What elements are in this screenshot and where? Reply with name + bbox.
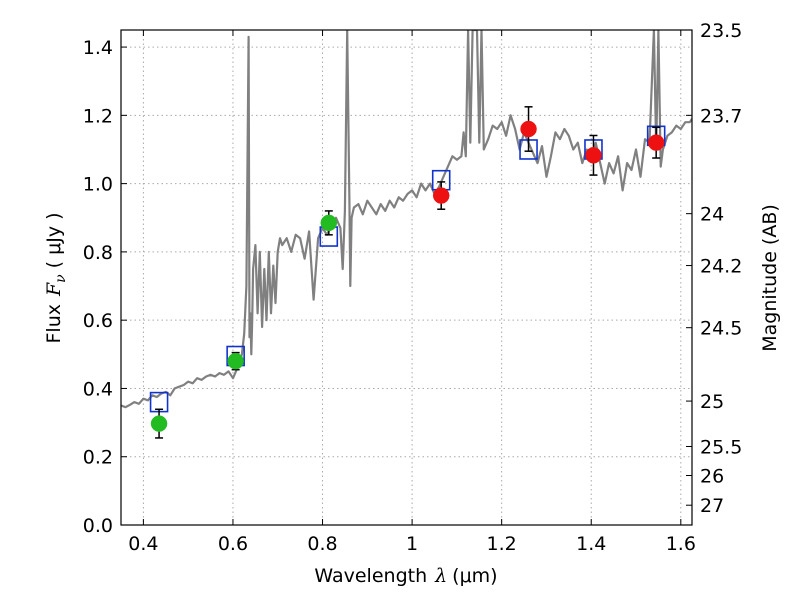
infrared-data-point — [432, 187, 450, 204]
grid-lines — [121, 30, 692, 526]
y-tick-label: 0.8 — [83, 242, 113, 264]
y2-tick-label: 24 — [700, 204, 724, 226]
x-tick-label: 1.4 — [576, 533, 606, 555]
y-tick-label: 0.2 — [83, 447, 113, 469]
plot-frame — [120, 29, 693, 526]
y2-tick-label: 23.7 — [700, 105, 742, 127]
y-axis-symbol-sub: ν — [53, 274, 69, 283]
optical-data-point — [320, 214, 338, 232]
y-tick-label: 1.2 — [83, 105, 113, 127]
y-axis-title-text: Flux — [43, 304, 65, 344]
y-axis-title: Flux Fν ( μJy ) — [43, 212, 69, 343]
infrared-data-point — [585, 147, 602, 164]
y2-tick-label: 25.5 — [700, 436, 742, 458]
data-marks — [149, 106, 666, 439]
x-tick-label: 1.2 — [487, 533, 517, 555]
y2-tick-label: 25 — [700, 391, 724, 413]
y-axis-symbol: F — [43, 282, 65, 297]
x-axis-title-text: Wavelength — [314, 565, 427, 587]
x-tick-label: 0.6 — [218, 533, 248, 555]
x-axis-title: Wavelength λ (μm) — [314, 565, 497, 587]
y-tick-label: 1.0 — [83, 174, 113, 196]
x-tick-label: 0.4 — [128, 533, 158, 555]
infrared-data-point — [520, 120, 537, 138]
y2-tick-label: 26 — [700, 466, 724, 488]
y2-tick-label: 27 — [700, 495, 724, 517]
infrared-data-point — [647, 134, 665, 151]
y2-tick-label: 23.5 — [700, 20, 742, 42]
x-tick-label: 0.8 — [307, 533, 337, 555]
axis-ticks: 0.4 0.6 0.8 1 1.2 1.4 1.6 0.0 0.2 0.4 0.6 0.8 1.0 1.2… — [83, 20, 743, 555]
x-tick-label: 1.6 — [666, 533, 696, 555]
y2-tick-label: 24.2 — [700, 256, 742, 278]
optical-data-point — [150, 415, 168, 432]
x-axis-unit: (μm) — [452, 565, 497, 587]
y2-tick-label: 24.5 — [700, 318, 742, 340]
y-axis-unit: ( μJy ) — [43, 212, 65, 268]
y-tick-label: 0.4 — [83, 378, 113, 400]
y-tick-label: 0.0 — [83, 515, 113, 537]
y-tick-label: 0.6 — [83, 310, 113, 332]
plot-background — [121, 30, 692, 525]
optical-data-point — [227, 352, 244, 370]
y2-axis-title: Magnitude (AB) — [759, 204, 781, 352]
x-axis-symbol: λ — [434, 565, 447, 587]
y-tick-label: 1.4 — [83, 37, 113, 59]
x-tick-label: 1 — [406, 533, 418, 555]
